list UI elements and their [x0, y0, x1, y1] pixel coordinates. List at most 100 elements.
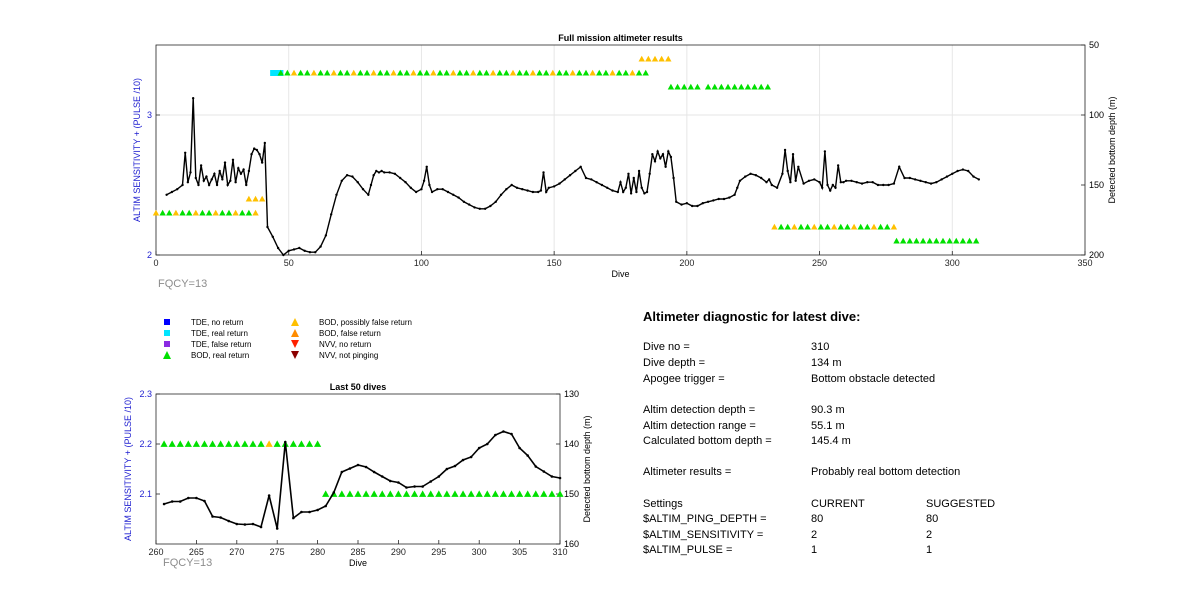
bottom-depth-point [696, 204, 699, 208]
bottom-depth-point [961, 168, 965, 171]
marker-triangle [609, 69, 616, 76]
legend-label: BOD, possibly false return [319, 318, 412, 327]
bottom-depth-point [645, 190, 649, 194]
bottom-depth-point [377, 171, 381, 174]
bottom-depth-point [469, 455, 473, 459]
bottom-depth-point [728, 196, 731, 199]
bottom-depth-point [821, 186, 824, 189]
marker-triangle [681, 83, 688, 90]
blue-square-icon [163, 318, 171, 326]
marker-triangle [946, 237, 953, 244]
marker-triangle [443, 490, 451, 497]
bottom-depth-point [356, 181, 359, 184]
bottom-depth-point [335, 193, 338, 196]
bottom-depth-point [754, 174, 758, 177]
marker-triangle [731, 83, 738, 90]
x-tick-label: 260 [148, 547, 163, 557]
marker-triangle [972, 237, 980, 244]
x-tick-label: 200 [679, 258, 694, 268]
marker-triangle [890, 223, 898, 230]
marker-triangle [777, 223, 785, 230]
bottom-depth-point [356, 463, 360, 467]
bottom-depth-point [510, 183, 513, 187]
bottom-depth-point [844, 179, 848, 182]
marker-triangle [168, 440, 176, 447]
setting-suggested: 1 [926, 544, 933, 556]
bottom-depth-point [237, 167, 240, 170]
x-tick-label: 270 [229, 547, 244, 557]
marker-triangle [297, 69, 304, 76]
bottom-depth-point [283, 440, 287, 444]
marker-triangle [913, 237, 920, 244]
marker-triangle [290, 69, 298, 76]
cyan-square-icon [163, 329, 171, 337]
bottom-depth-point [203, 499, 206, 503]
bottom-depth-point [791, 153, 795, 156]
marker-triangle [377, 69, 384, 76]
bottom-depth-point [414, 190, 418, 194]
bottom-depth-point [260, 161, 264, 164]
orange-triangle-icon [291, 329, 299, 337]
x-tick-label: 285 [350, 547, 365, 557]
diag-value: 55.1 m [811, 420, 845, 432]
bottom-depth-point [919, 179, 922, 182]
bottom-depth-point [340, 470, 344, 474]
marker-triangle [199, 209, 206, 216]
bottom-depth-point [749, 172, 752, 175]
marker-triangle [403, 69, 411, 76]
bottom-depth-point [600, 183, 604, 187]
marker-triangle [304, 69, 311, 76]
marker-triangle [185, 209, 193, 216]
marker-triangle [674, 83, 681, 90]
marker-triangle [370, 490, 378, 497]
marker-triangle [317, 69, 324, 76]
marker-triangle [390, 69, 397, 76]
marker-triangle [200, 440, 209, 447]
bottom-depth-point [245, 183, 248, 187]
bottom-depth-point [823, 150, 827, 153]
setting-suggested: 80 [926, 513, 939, 525]
marker-triangle [456, 69, 464, 76]
bottom-depth-point [775, 186, 779, 189]
bottom-depth-point [659, 157, 662, 160]
marker-triangle [542, 69, 550, 76]
setting-label: $ALTIM_SENSITIVITY = [643, 529, 764, 541]
bottom-depth-point [903, 176, 906, 180]
marker-triangle [225, 440, 233, 447]
bottom-depth-point [701, 202, 704, 205]
bottom-depth-point [468, 203, 471, 206]
chart-title: Last 50 dives [330, 382, 387, 392]
bottom-depth-point [759, 176, 763, 180]
bottom-depth-point [229, 179, 232, 182]
bottom-depth-point [477, 446, 481, 450]
marker-triangle [837, 223, 845, 230]
marker-triangle [711, 83, 718, 90]
bottom-depth-point [940, 178, 943, 181]
bottom-depth-point [552, 185, 556, 188]
marker-triangle [687, 83, 695, 90]
bottom-depth-point [558, 182, 561, 185]
bottom-depth-point [967, 169, 970, 173]
bottom-depth-point [744, 175, 747, 178]
bottom-depth-point [453, 464, 457, 468]
marker-triangle [179, 209, 186, 216]
setting-current: 80 [811, 513, 824, 525]
bottom-depth-point [579, 165, 582, 168]
bottom-depth-point [876, 183, 880, 187]
y-tick-label-right: 140 [564, 439, 579, 449]
bottom-depth-point [430, 190, 434, 194]
marker-triangle [645, 55, 652, 62]
marker-triangle [757, 83, 765, 90]
bottom-depth-point [235, 522, 239, 526]
bottom-depth-point [388, 171, 391, 174]
legend-label: TDE, real return [191, 329, 248, 338]
marker-triangle [337, 69, 344, 76]
marker-triangle [797, 223, 805, 230]
bottom-depth-point [162, 502, 166, 506]
marker-triangle [499, 490, 508, 497]
marker-triangle [926, 237, 933, 244]
marker-triangle [357, 69, 364, 76]
marker-triangle [476, 69, 484, 76]
bottom-depth-point [178, 500, 182, 503]
